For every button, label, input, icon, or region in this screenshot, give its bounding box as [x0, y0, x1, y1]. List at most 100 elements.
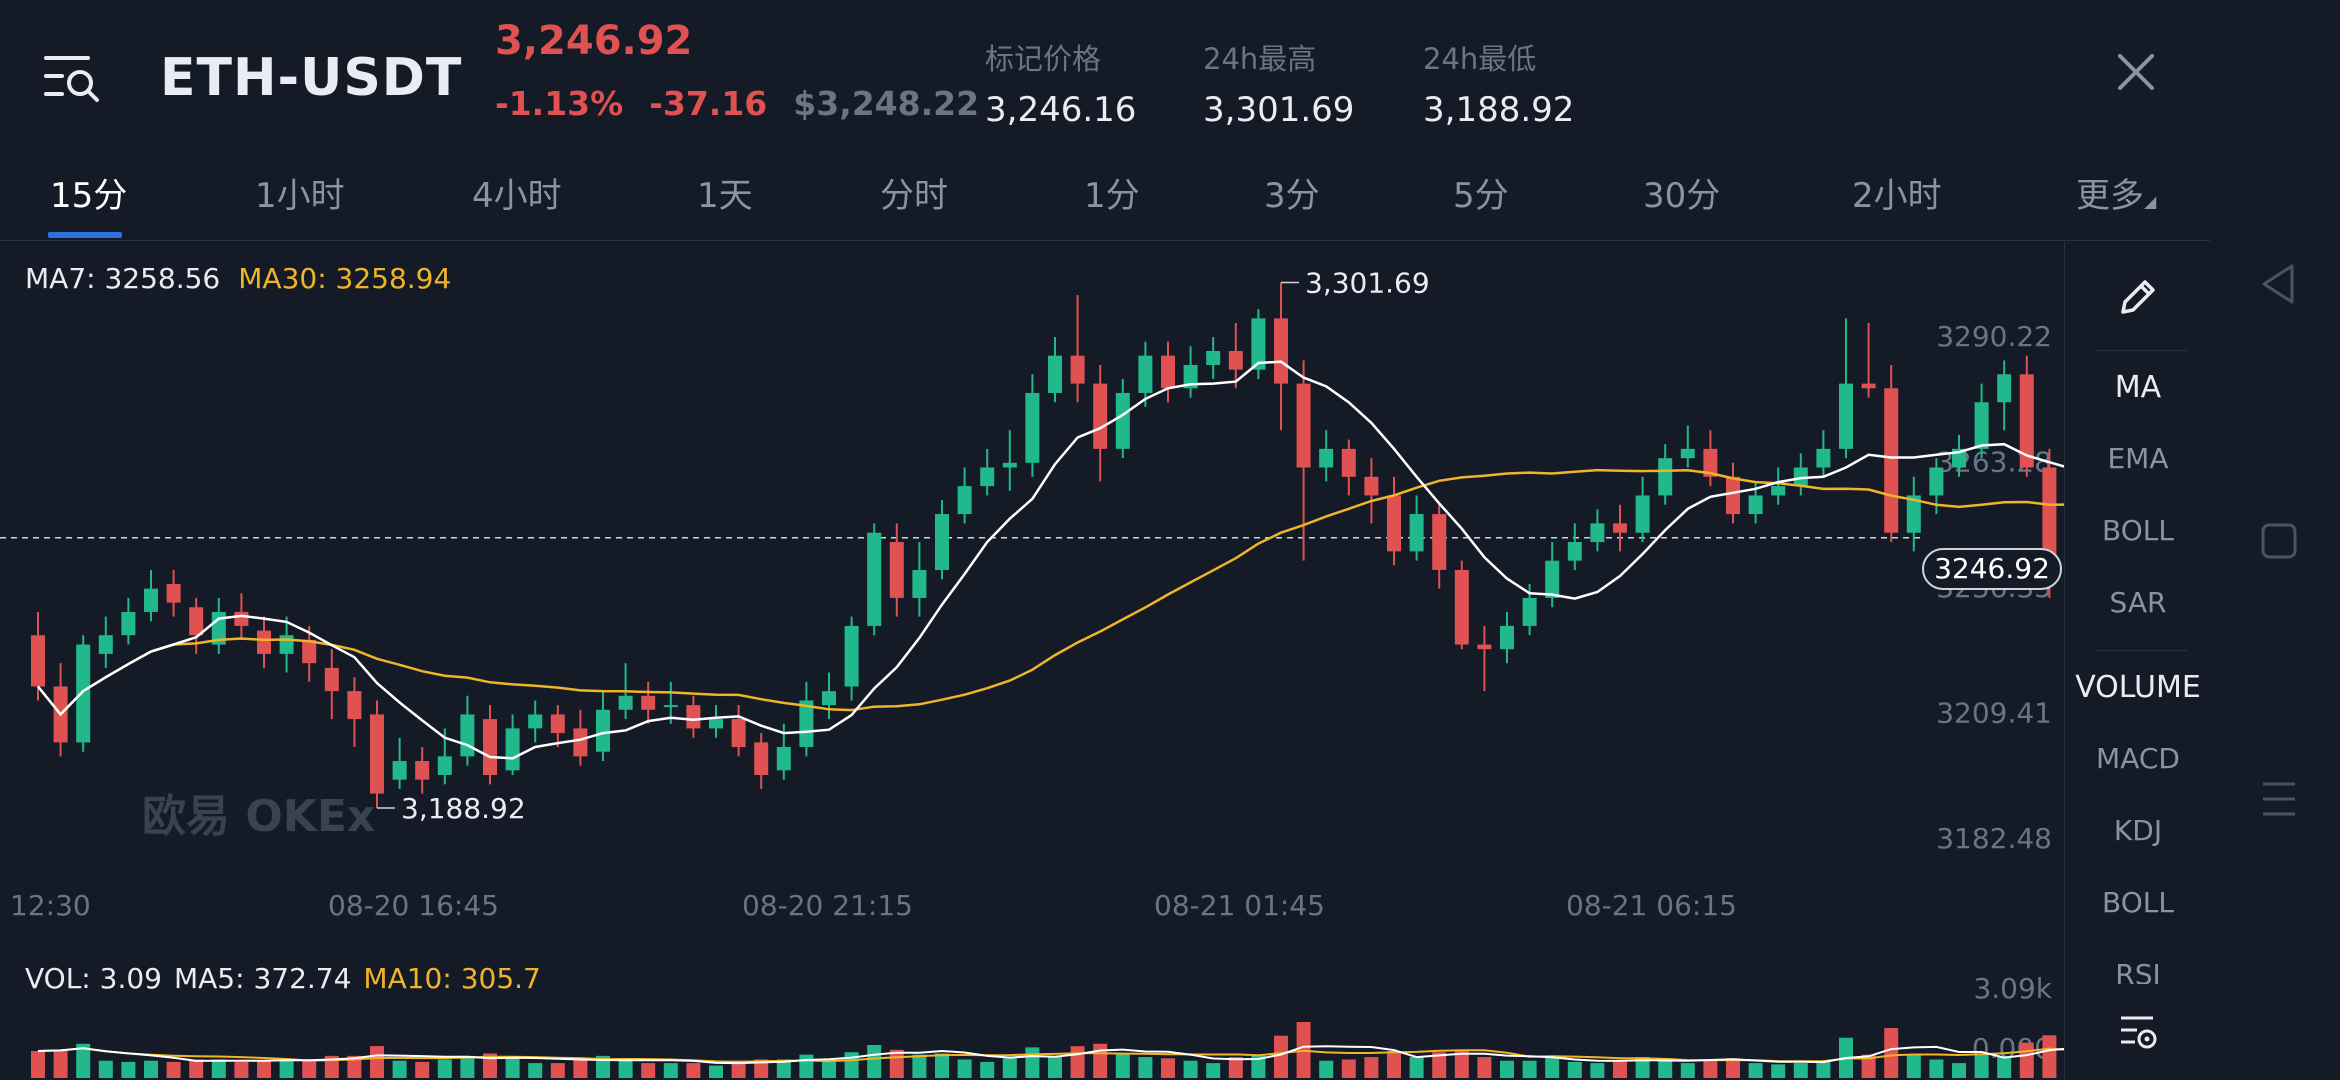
candle-body [1545, 560, 1560, 598]
stat-label: 24h最高 [1203, 42, 1317, 76]
candle-body [1206, 351, 1221, 365]
volume-bar [31, 1051, 45, 1078]
change-row: -1.13% -37.16 $3,248.22 [495, 84, 979, 123]
indicator-rsi[interactable]: RSI [2115, 958, 2161, 984]
candle-body [460, 714, 475, 757]
indicator-ma[interactable]: MA [2114, 370, 2162, 405]
candle-body [415, 761, 430, 780]
candle-body [1161, 355, 1175, 389]
candle-body [1387, 495, 1401, 552]
volume-bar [302, 1059, 317, 1078]
candle-body [1703, 448, 1718, 477]
candle-body [1454, 569, 1469, 645]
x-axis-label: 08-20 16:45 [328, 889, 499, 922]
candle-body [279, 635, 294, 654]
volume-bar [935, 1053, 949, 1078]
tab-1d[interactable]: 1天 [697, 176, 753, 216]
tab-more[interactable]: 更多◢ [2076, 168, 2156, 217]
candlestick-chart[interactable]: 3290.223263.283236.353209.413182.4812:30… [0, 0, 2064, 1080]
volume-bar [799, 1054, 814, 1078]
candle-body [31, 635, 45, 687]
stat-value: 3,301.69 [1203, 90, 1355, 130]
pair-title[interactable]: ETH-USDT [160, 48, 463, 108]
volume-bar [505, 1058, 520, 1078]
candle-body [234, 611, 249, 626]
volume-bar [596, 1055, 610, 1078]
volume-bar [257, 1060, 271, 1078]
volume-axis-label: 3.09k [1973, 972, 2052, 1005]
volume-bar [980, 1061, 995, 1078]
volume-bar [1929, 1059, 1944, 1078]
tab-5m[interactable]: 5分 [1453, 176, 1509, 216]
volume-bar [1093, 1043, 1108, 1078]
indicator-volume[interactable]: VOLUME [2075, 670, 2201, 705]
volume-bar [98, 1060, 113, 1078]
volume-bar [1070, 1046, 1085, 1078]
candle-body [1341, 448, 1356, 477]
volume-bar [2042, 1035, 2057, 1078]
volume-bar [2019, 1042, 2034, 1078]
candle-body [1839, 383, 1853, 449]
volume-bar [1341, 1059, 1356, 1078]
volume-bar [573, 1059, 588, 1078]
candle-body [483, 719, 497, 776]
indicator-boll-sub[interactable]: BOLL [2102, 886, 2174, 919]
tab-1m[interactable]: 1分 [1084, 176, 1140, 216]
tab-1h[interactable]: 1小时 [255, 176, 345, 216]
usd-price: $3,248.22 [793, 84, 980, 123]
system-nav-bar [2210, 0, 2340, 1080]
candle-body [1477, 644, 1492, 650]
recents-icon[interactable] [2260, 778, 2298, 820]
ma-legend: MA7: 3258.56 MA30: 3258.94 [25, 262, 451, 295]
stat-label: 标记价格 [985, 42, 1102, 76]
candle-body [1070, 355, 1085, 384]
volume-bar [437, 1059, 452, 1078]
volume-bar [1974, 1054, 1989, 1078]
stat-24h-high: 24h最高 3,301.69 [1203, 36, 1354, 130]
candle-body [1567, 542, 1582, 561]
indicator-sar[interactable]: SAR [2109, 586, 2167, 619]
close-icon[interactable] [2114, 50, 2158, 94]
candle-body [370, 714, 384, 794]
volume-bar [1793, 1063, 1808, 1078]
candle-body [912, 569, 927, 598]
volume-bar [776, 1059, 791, 1078]
volume-bar [1025, 1047, 1040, 1078]
change-percent: -1.13% [495, 84, 624, 123]
volume-bar [392, 1060, 407, 1078]
pencil-icon[interactable] [2115, 274, 2161, 320]
candle-body [844, 625, 859, 687]
indicator-settings-icon[interactable] [2117, 1012, 2159, 1054]
volume-bar [686, 1063, 701, 1078]
indicator-boll[interactable]: BOLL [2102, 514, 2174, 547]
back-icon[interactable] [2258, 262, 2298, 306]
x-axis-label: 12:30 [10, 889, 91, 922]
candle-body [573, 728, 588, 757]
tab-15m[interactable]: 15分 [50, 176, 128, 216]
home-icon[interactable] [2260, 522, 2298, 560]
candle-body [1522, 597, 1537, 626]
tab-3m[interactable]: 3分 [1264, 176, 1320, 216]
candle-body [1409, 514, 1424, 552]
volume-bar [1183, 1060, 1198, 1078]
volume-bar [618, 1059, 633, 1078]
volume-bar [731, 1060, 746, 1078]
candle-body [1613, 523, 1627, 533]
tab-4h[interactable]: 4小时 [472, 176, 562, 216]
tab-timeshare[interactable]: 分时 [880, 176, 948, 216]
candle-body [1929, 467, 1944, 496]
indicator-ema[interactable]: EMA [2107, 442, 2169, 475]
indicator-macd[interactable]: MACD [2096, 742, 2180, 775]
volume-bar [1545, 1057, 1560, 1078]
ma7-value: MA7: 3258.56 [25, 262, 221, 295]
tab-30m[interactable]: 30分 [1643, 176, 1721, 216]
candle-body [347, 691, 362, 720]
candle-body [641, 695, 656, 710]
volume-bar [189, 1059, 204, 1078]
separator [2095, 650, 2187, 651]
candle-body [1319, 448, 1334, 468]
tab-2h[interactable]: 2小时 [1852, 176, 1942, 216]
candle-body [1296, 383, 1311, 468]
menu-search-icon[interactable] [44, 52, 100, 104]
indicator-kdj[interactable]: KDJ [2113, 814, 2163, 847]
